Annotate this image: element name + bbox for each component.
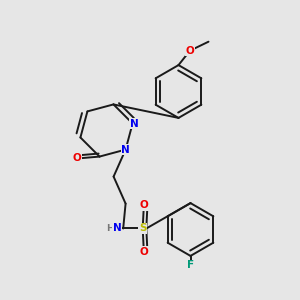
- Text: S: S: [139, 224, 146, 233]
- Text: O: O: [185, 46, 194, 56]
- Text: O: O: [139, 247, 148, 257]
- Text: O: O: [139, 200, 148, 210]
- Text: N: N: [113, 224, 122, 233]
- Text: F: F: [187, 260, 194, 271]
- Text: N: N: [121, 145, 130, 154]
- Text: H: H: [106, 224, 113, 233]
- Text: N: N: [130, 118, 139, 128]
- Text: O: O: [72, 153, 81, 163]
